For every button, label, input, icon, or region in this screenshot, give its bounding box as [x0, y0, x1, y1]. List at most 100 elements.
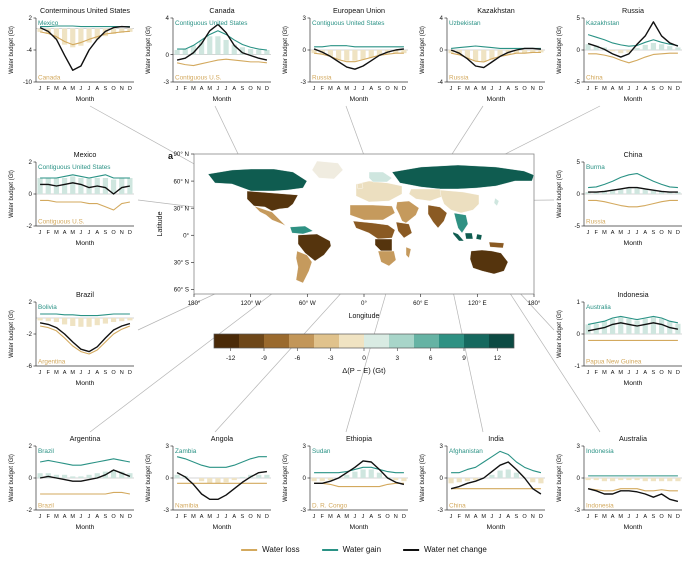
month-bar [110, 318, 117, 322]
month-bar [497, 50, 503, 57]
month-tick-label: J [628, 514, 631, 520]
series-net [176, 470, 268, 501]
month-bar [667, 46, 673, 50]
month-bar [609, 478, 616, 482]
month-tick-label: M [602, 230, 607, 236]
chart-title: China [624, 150, 643, 159]
gain-country-label: Australia [586, 304, 611, 311]
month-tick-label: M [618, 370, 623, 376]
month-bar [37, 178, 43, 194]
month-bar [464, 50, 471, 58]
colorbar-cell [339, 334, 364, 348]
month-bar [352, 471, 358, 478]
month-bar [231, 44, 237, 55]
series-loss [176, 58, 267, 67]
month-tick-label: N [394, 514, 398, 520]
month-bar [593, 192, 599, 194]
month-bar [61, 178, 68, 194]
month-bar [119, 318, 125, 322]
chart-indonesia: Indonesia Water budget (Gt) 1 0 -1 Australia P… [557, 290, 682, 387]
month-bar [456, 478, 462, 483]
y-tick-label: -3 [574, 507, 580, 514]
month-tick-label: O [522, 86, 527, 92]
month-bar [675, 47, 681, 50]
month-bar [53, 474, 60, 478]
y-axis-label: Water budget (Gt) [146, 26, 152, 74]
loss-country-label: Contiguous U.S. [175, 75, 222, 82]
month-bar [360, 469, 366, 478]
y-tick-label: -2 [26, 331, 32, 338]
y-tick-label: 0 [303, 47, 307, 54]
chart-ethiopia: Ethiopia Water budget (Gt) 3 0 -3 Sudan D. R. … [283, 434, 408, 531]
region-sahara [349, 204, 396, 221]
month-bar [344, 50, 350, 61]
month-bar [78, 476, 84, 478]
month-bar [658, 191, 665, 194]
month-tick-label: N [394, 86, 398, 92]
chart-title: Australia [619, 434, 647, 443]
x-axis-label: Month [624, 380, 643, 387]
month-bar [119, 178, 125, 194]
month-tick-label: M [344, 86, 349, 92]
chart-title: European Union [333, 6, 385, 15]
chart-european-union: European Union Water budget (Gt) 3 0 -3 Conti… [283, 6, 408, 103]
map-xlabel: Longitude [349, 313, 380, 320]
series-loss [40, 199, 131, 211]
month-bar [658, 44, 665, 50]
month-tick-label: A [611, 370, 615, 376]
month-tick-label: M [344, 514, 349, 520]
month-bar [94, 318, 100, 326]
colorbar-cells [213, 333, 515, 349]
y-tick-label: 0 [303, 475, 307, 482]
month-bar [110, 470, 117, 478]
region-brazil [297, 233, 332, 262]
panel-label: a [168, 151, 174, 161]
month-tick-label: A [63, 514, 67, 520]
y-tick-label: 0 [440, 47, 444, 54]
y-tick-label: -3 [163, 79, 169, 86]
month-tick-label: A [200, 86, 204, 92]
month-tick-label: S [652, 86, 656, 92]
month-bar [231, 478, 237, 481]
month-tick-label: J [225, 514, 228, 520]
map-longitude-ticks: 180° 120° W 60° W 0° 60° E 120° E 180° [188, 294, 541, 307]
loss-country-label: Namibia [175, 503, 199, 510]
month-tick-label: J [39, 86, 42, 92]
y-tick-label: 0 [577, 331, 581, 338]
series-gain [177, 30, 267, 51]
y-tick-label: 3 [577, 443, 581, 450]
month-tick-label: M [328, 86, 333, 92]
colorbar-cell [489, 334, 514, 348]
y-tick-label: 0 [29, 475, 33, 482]
month-tick-label: J [491, 514, 494, 520]
y-axis-label: Water budget (Gt) [283, 454, 289, 502]
month-tick-label: O [659, 370, 664, 376]
map-ylabel: Latitude [157, 211, 164, 236]
month-tick-label: J [450, 86, 453, 92]
month-bar [86, 474, 92, 478]
month-tick-label: S [104, 230, 108, 236]
month-bar [256, 474, 262, 478]
month-bar [86, 318, 92, 327]
y-tick-label: 1 [577, 299, 581, 306]
month-tick-label: O [248, 514, 253, 520]
region-british-isles [356, 182, 364, 190]
month-tick-label: O [385, 514, 390, 520]
month-bar [127, 318, 133, 321]
month-bar [489, 50, 495, 60]
month-tick-label: M [602, 370, 607, 376]
colorbar-cell [439, 334, 464, 348]
month-tick-label: M [70, 514, 75, 520]
month-tick-label: A [95, 230, 99, 236]
region-middle-east [395, 200, 420, 224]
month-tick-label: J [362, 86, 365, 92]
region-australia [469, 249, 509, 275]
water-gain-label: Water gain [342, 545, 382, 554]
month-tick-label: O [659, 230, 664, 236]
month-tick-label: A [95, 370, 99, 376]
month-bar [634, 188, 640, 194]
region-united-states [246, 190, 299, 212]
month-tick-label: A [643, 514, 647, 520]
month-tick-label: M [54, 370, 59, 376]
series-net [587, 487, 679, 503]
